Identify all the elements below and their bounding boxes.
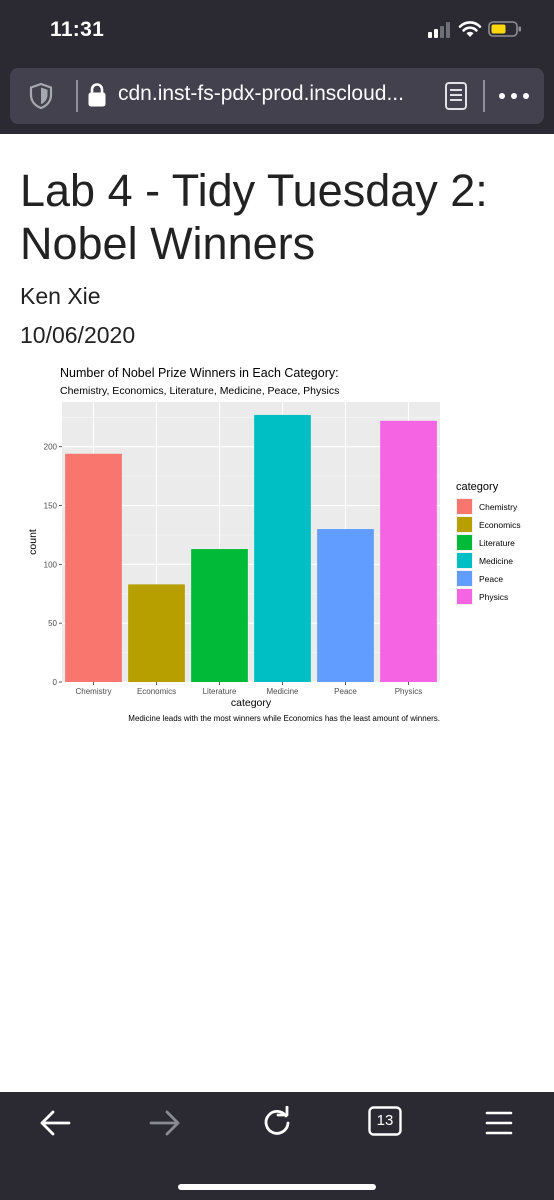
plot-panel xyxy=(62,402,440,682)
legend-swatch-peace xyxy=(457,571,472,586)
cellular-signal-icon xyxy=(428,22,450,38)
home-indicator xyxy=(178,1184,376,1190)
y-axis-ticks: 0 50 100 150 200 xyxy=(44,443,62,687)
shield-icon[interactable] xyxy=(28,82,54,110)
tabs-icon xyxy=(368,1106,402,1136)
y-tick-label: 0 xyxy=(53,678,58,687)
url-bar-divider xyxy=(76,80,78,112)
legend-label: Economics xyxy=(479,520,521,530)
x-axis-ticks: Chemistry Economics Literature Medicine Peac… xyxy=(75,682,422,696)
bar-peace xyxy=(317,529,374,682)
reload-icon[interactable] xyxy=(260,1106,294,1140)
legend-items: Chemistry Economics Literature Medicine Peac… xyxy=(456,498,521,605)
x-tick-label: Chemistry xyxy=(75,687,111,696)
chart-caption: Medicine leads with the most winners whi… xyxy=(128,714,440,723)
tab-count: 13 xyxy=(376,1112,394,1129)
legend-swatch-medicine xyxy=(457,553,472,568)
bars xyxy=(65,414,437,682)
x-tick-label: Medicine xyxy=(266,687,299,696)
wifi-icon xyxy=(458,21,482,37)
y-tick-label: 150 xyxy=(44,502,58,511)
bar-chemistry xyxy=(65,453,122,682)
chart-title: Number of Nobel Prize Winners in Each Ca… xyxy=(60,366,339,380)
legend-label: Peace xyxy=(479,574,503,584)
y-tick-label: 100 xyxy=(44,560,58,569)
forward-arrow-icon[interactable] xyxy=(148,1106,182,1140)
legend-swatch-physics xyxy=(457,589,472,604)
legend-label: Literature xyxy=(479,538,515,548)
x-tick-label: Physics xyxy=(395,687,423,696)
browser-top-bar: 11:31 cdn.inst-fs-pdx-prod.inscloud... xyxy=(0,0,554,134)
legend-title: category xyxy=(456,481,499,493)
x-tick-label: Literature xyxy=(203,687,237,696)
legend-swatch-literature xyxy=(457,535,472,550)
bar-literature xyxy=(191,549,248,682)
legend-label: Physics xyxy=(479,592,508,602)
bar-medicine xyxy=(254,414,311,682)
document-date: 10/06/2020 xyxy=(20,322,136,348)
url-bar-divider xyxy=(483,80,485,112)
tabs-button[interactable]: 13 xyxy=(368,1106,402,1136)
browser-bottom-toolbar: 13 xyxy=(0,1092,554,1200)
nobel-winners-bar-chart: Number of Nobel Prize Winners in Each Ca… xyxy=(27,366,521,723)
battery-icon xyxy=(488,21,521,37)
bar-economics xyxy=(128,584,185,682)
author-name: Ken Xie xyxy=(20,283,101,309)
legend-label: Chemistry xyxy=(479,502,518,512)
legend-label: Medicine xyxy=(479,556,513,566)
x-tick-label: Peace xyxy=(334,687,357,696)
url-text[interactable]: cdn.inst-fs-pdx-prod.inscloud... xyxy=(118,82,404,105)
hamburger-menu-icon[interactable] xyxy=(482,1106,516,1140)
y-tick-label: 50 xyxy=(48,619,57,628)
page-title: Lab 4 - Tidy Tuesday 2: Nobel Winners xyxy=(20,165,488,269)
x-tick-label: Economics xyxy=(137,687,176,696)
chart-subtitle: Chemistry, Economics, Literature, Medici… xyxy=(60,385,339,397)
y-tick-label: 200 xyxy=(44,443,58,452)
status-time: 11:31 xyxy=(50,18,105,41)
x-axis-label: category xyxy=(231,697,272,709)
more-icon[interactable] xyxy=(498,92,530,100)
lock-icon xyxy=(88,83,106,107)
back-arrow-icon[interactable] xyxy=(38,1106,72,1140)
legend: category Chemistry Economics Literature Med… xyxy=(456,481,521,605)
legend-swatch-chemistry xyxy=(457,499,472,514)
legend-swatch-economics xyxy=(457,517,472,532)
bar-physics xyxy=(380,420,437,682)
url-bar[interactable]: cdn.inst-fs-pdx-prod.inscloud... xyxy=(10,68,544,124)
reader-mode-icon[interactable] xyxy=(444,81,468,111)
y-axis-label: count xyxy=(27,529,39,555)
